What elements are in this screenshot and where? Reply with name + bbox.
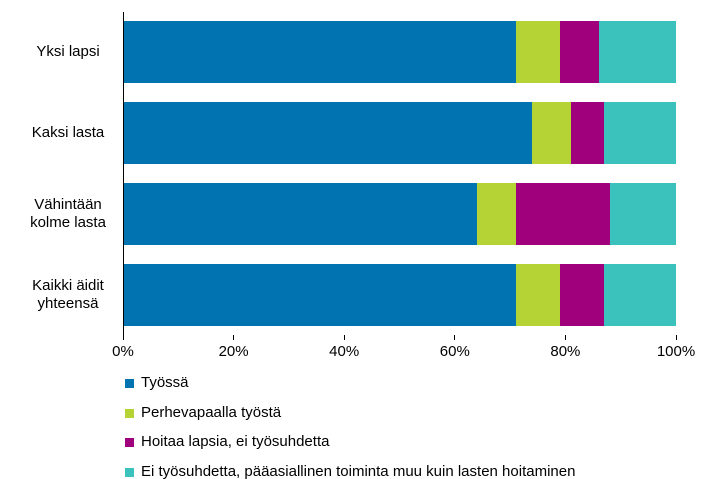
legend-swatch: [125, 408, 134, 418]
legend-swatch: [125, 438, 134, 447]
x-tick-label: 40%: [329, 343, 360, 360]
cat: Kaikki äidit yhteensä: [32, 276, 104, 312]
cat: Yksi lapsi: [36, 43, 100, 61]
bar: [570, 102, 605, 165]
bar: [559, 263, 605, 326]
legend-label: Perhevapaalla työstä: [141, 403, 282, 421]
legend-label: Hoitaa lapsia, ei työsuhdetta: [141, 433, 330, 450]
bar: [559, 21, 599, 84]
bar: [609, 182, 676, 245]
bar: [515, 182, 610, 245]
x-tick-label: 60%: [439, 343, 470, 360]
cat: Kaksi lasta: [31, 124, 105, 142]
bar: [515, 21, 560, 84]
bar: [123, 21, 516, 84]
cat: Vähintään kolme lasta: [30, 195, 106, 231]
y-axis: [123, 12, 124, 335]
bar: [515, 263, 560, 326]
tick-mark: [675, 335, 677, 340]
bar: [123, 102, 533, 165]
x-tick-label: 0%: [112, 343, 134, 360]
tick-mark: [564, 335, 566, 340]
tick-mark: [454, 335, 456, 340]
bar: [123, 182, 477, 245]
legend-label: Työssä: [141, 374, 189, 391]
x-tick-label: 80%: [550, 343, 581, 360]
bar: [604, 263, 676, 326]
legend-label: Ei työsuhdetta, pääasiallinen toiminta m…: [141, 462, 576, 479]
legend-swatch: [125, 467, 134, 477]
x-tick-label: 20%: [218, 343, 249, 360]
tick-mark: [233, 335, 235, 340]
bar: [598, 21, 676, 84]
tick-mark: [122, 335, 124, 340]
x-tick-label: 100%: [656, 343, 696, 360]
legend-swatch: [125, 379, 134, 388]
bar: [532, 102, 571, 165]
bar: [476, 182, 516, 245]
tick-mark: [343, 335, 345, 340]
bar: [123, 263, 516, 326]
bar: [604, 102, 676, 165]
